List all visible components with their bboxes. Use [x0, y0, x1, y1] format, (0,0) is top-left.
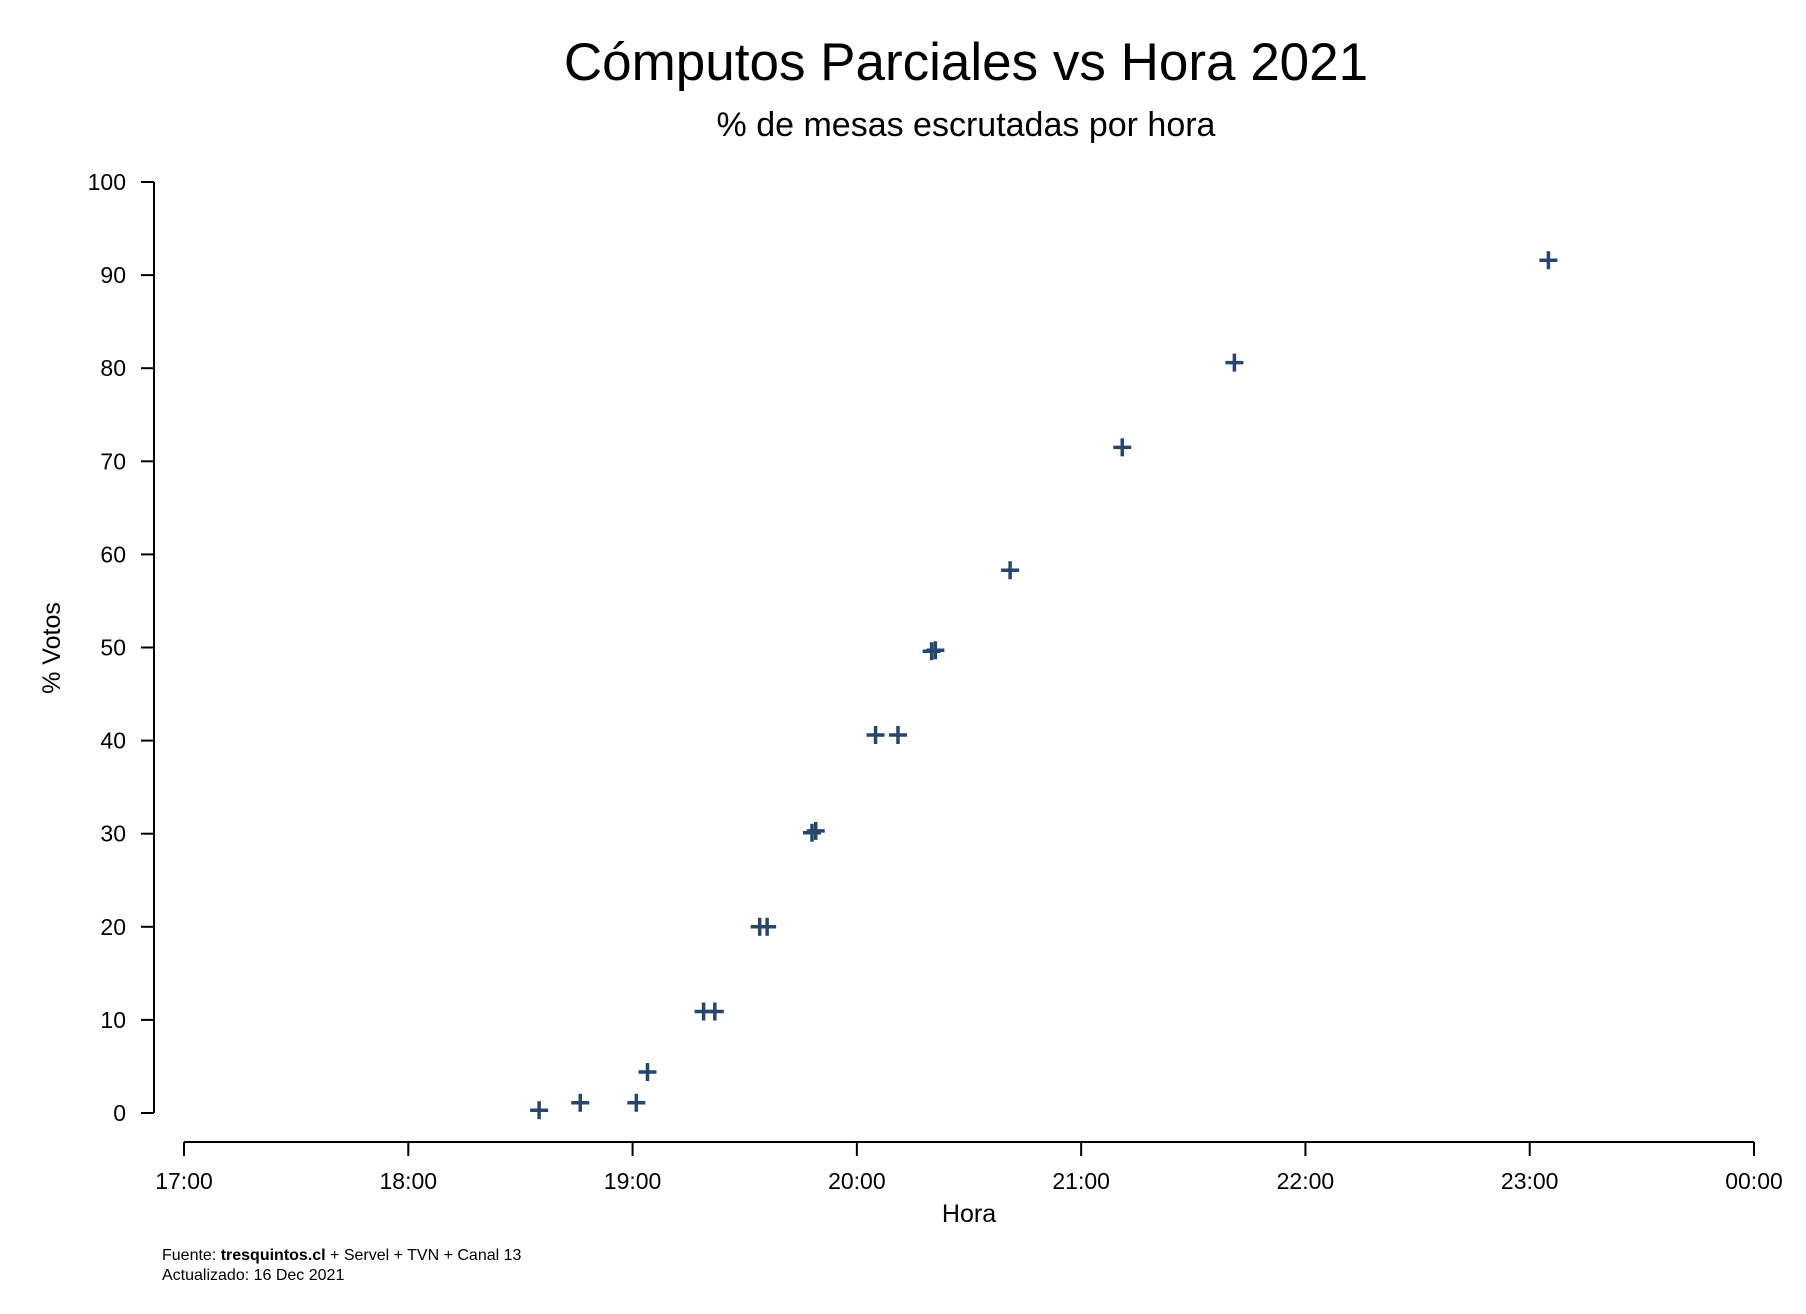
x-tick-label: 17:00 — [155, 1168, 213, 1194]
data-point — [571, 1093, 590, 1112]
y-tick-label: 10 — [100, 1007, 126, 1033]
data-point — [1539, 251, 1558, 270]
x-tick-label: 20:00 — [828, 1168, 886, 1194]
x-axis-ticks: 17:00 18:00 19:00 20:00 21:00 22:00 23:00 00:00 — [155, 1142, 1783, 1194]
source-rest: + Servel + TVN + Canal 13 — [326, 1247, 522, 1264]
data-point — [758, 917, 777, 936]
data-point — [888, 726, 907, 745]
data-point — [627, 1093, 646, 1112]
y-tick-label: 70 — [100, 448, 126, 474]
x-tick-label: 23:00 — [1501, 1168, 1559, 1194]
x-tick-label: 00:00 — [1725, 1168, 1783, 1194]
data-point — [926, 641, 945, 660]
y-tick-label: 0 — [113, 1100, 126, 1126]
x-tick-label: 22:00 — [1277, 1168, 1335, 1194]
x-tick-label: 19:00 — [604, 1168, 662, 1194]
y-tick-label: 40 — [100, 728, 126, 754]
y-tick-label: 20 — [100, 914, 126, 940]
y-tick-label: 60 — [100, 541, 126, 567]
y-tick-label: 30 — [100, 821, 126, 847]
source-note: Fuente: tresquintos.cl + Servel + TVN + … — [162, 1247, 522, 1264]
y-tick-label: 90 — [100, 262, 126, 288]
x-tick-label: 21:00 — [1052, 1168, 1110, 1194]
updated-note: Actualizado: 16 Dec 2021 — [162, 1267, 344, 1284]
y-tick-label: 80 — [100, 355, 126, 381]
x-tick-label: 18:00 — [380, 1168, 438, 1194]
data-point — [1113, 438, 1132, 457]
x-axis-title: Hora — [942, 1200, 996, 1228]
y-tick-label: 100 — [88, 169, 126, 195]
source-prefix: Fuente: — [162, 1247, 221, 1264]
data-point — [806, 821, 825, 840]
data-point — [1001, 561, 1020, 580]
y-tick-label: 50 — [100, 635, 126, 661]
data-point — [530, 1101, 549, 1120]
data-point — [638, 1063, 657, 1082]
source-site: tresquintos.cl — [221, 1247, 326, 1264]
data-point — [866, 726, 885, 745]
chart-title: Cómputos Parciales vs Hora 2021 — [564, 33, 1368, 92]
chart-subtitle: % de mesas escrutadas por hora — [717, 106, 1216, 144]
data-point — [705, 1002, 724, 1021]
data-point — [1225, 353, 1244, 372]
data-point — [803, 823, 821, 842]
scatter-points — [530, 251, 1558, 1120]
y-axis-title: % Votos — [38, 602, 66, 694]
y-axis-ticks: 0 10 20 30 40 50 60 70 80 90 100 — [88, 169, 154, 1126]
